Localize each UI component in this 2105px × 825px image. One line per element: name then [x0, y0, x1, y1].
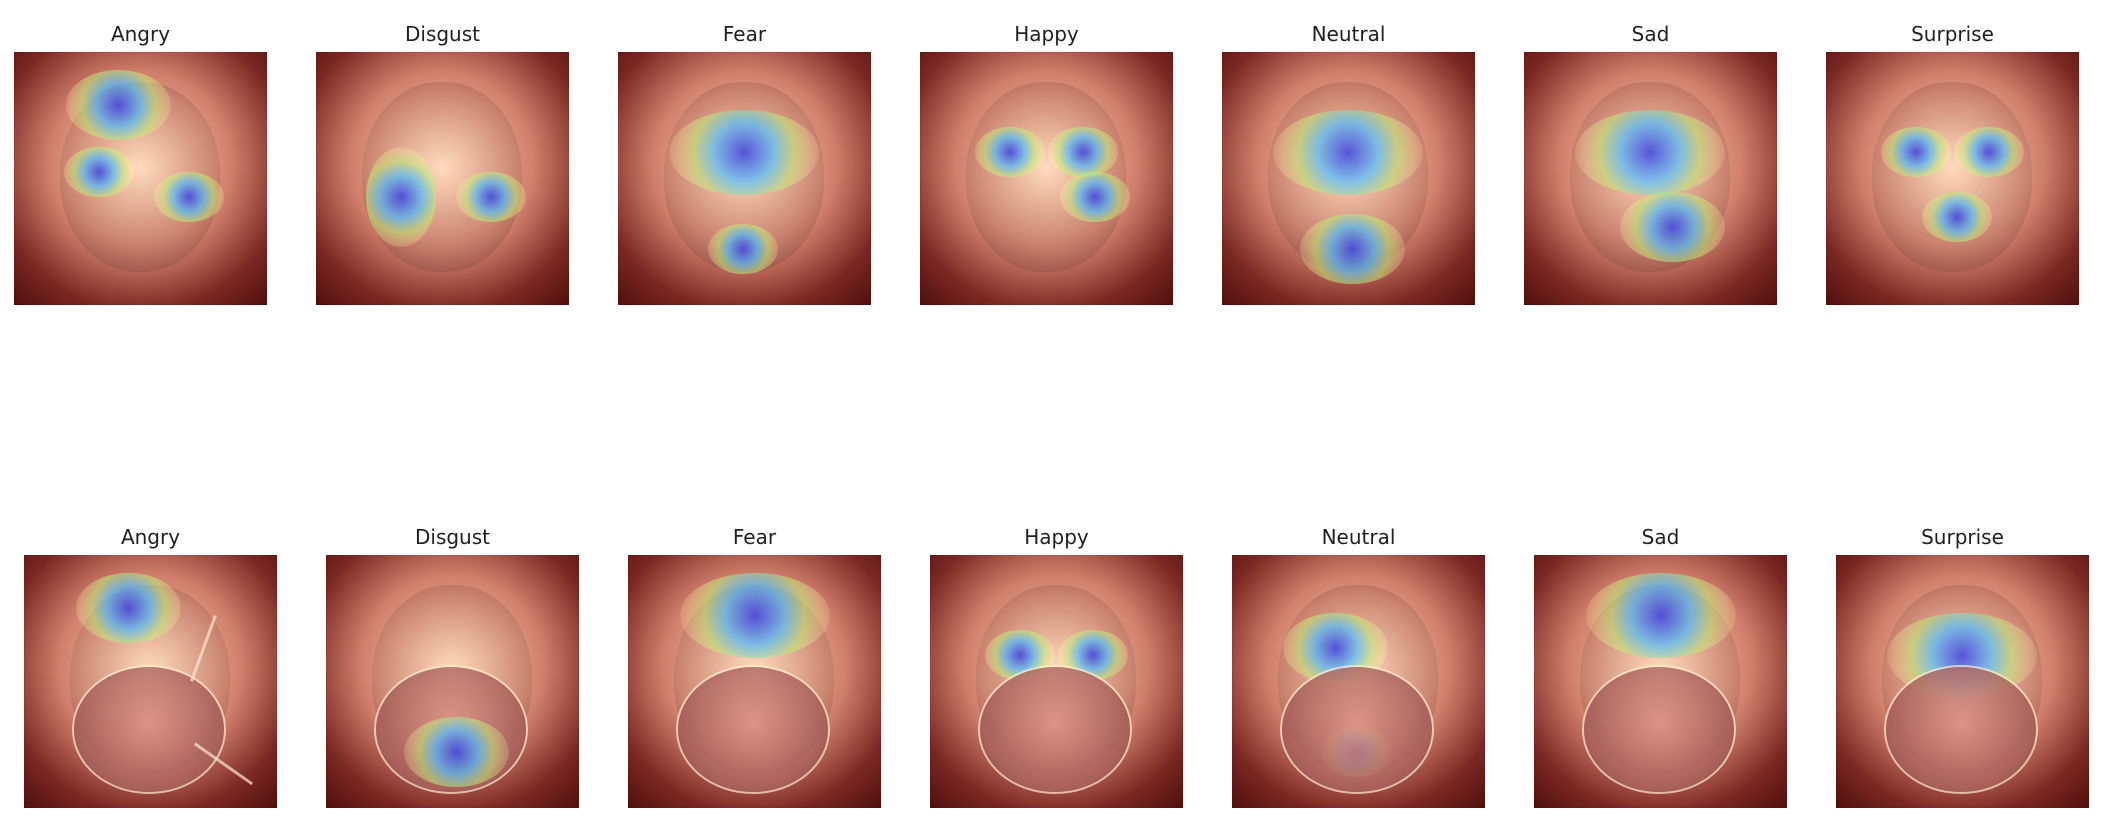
face-mask [74, 667, 224, 792]
heatmap-image [1524, 52, 1777, 305]
attention-hotspot [669, 110, 819, 195]
attention-hotspot [1954, 127, 2024, 177]
face-mask [1886, 667, 2036, 792]
panel-title: Happy [1014, 22, 1079, 46]
attention-hotspot [1575, 110, 1725, 195]
panel-title: Neutral [1321, 525, 1396, 549]
face-mask [1282, 667, 1432, 792]
panel-top-angry: Angry [14, 20, 267, 305]
attention-hotspot [154, 172, 224, 222]
panel-top-surprise: Surprise [1826, 20, 2079, 305]
face-mask [980, 667, 1130, 792]
heatmap-image [628, 555, 881, 808]
bottom-row: Angry Disgust Fear Happy [0, 523, 2105, 813]
attention-hotspot [1048, 127, 1118, 177]
heatmap-image [24, 555, 277, 808]
face-region [1872, 82, 2032, 272]
attention-hotspot [1586, 573, 1736, 658]
attention-hotspot [708, 224, 778, 274]
panel-title: Neutral [1311, 22, 1386, 46]
attention-hotspot [680, 573, 830, 658]
heatmap-image [930, 555, 1183, 808]
panel-bottom-sad: Sad [1534, 523, 1787, 808]
attention-hotspot [64, 147, 134, 197]
attention-hotspot [1922, 192, 1992, 242]
heatmap-image [316, 52, 569, 305]
panel-bottom-neutral: Neutral [1232, 523, 1485, 808]
heatmap-image [1222, 52, 1475, 305]
panel-title: Sad [1641, 525, 1680, 549]
heatmap-image [618, 52, 871, 305]
attention-hotspot [404, 717, 509, 787]
attention-hotspot [76, 573, 181, 643]
panel-title: Disgust [414, 525, 490, 549]
heatmap-image [1826, 52, 2079, 305]
panel-top-disgust: Disgust [316, 20, 569, 305]
panel-title: Fear [722, 22, 767, 46]
panel-bottom-angry: Angry [24, 523, 277, 808]
panel-bottom-surprise: Surprise [1836, 523, 2089, 808]
panel-title: Sad [1631, 22, 1670, 46]
attention-hotspot [1300, 214, 1405, 284]
panel-top-happy: Happy [920, 20, 1173, 305]
heatmap-image [920, 52, 1173, 305]
attention-hotspot [1881, 127, 1951, 177]
attention-hotspot [1273, 110, 1423, 195]
panel-bottom-fear: Fear [628, 523, 881, 808]
attention-hotspot [66, 70, 171, 140]
heatmap-image [1534, 555, 1787, 808]
panel-top-sad: Sad [1524, 20, 1777, 305]
panel-title: Angry [110, 22, 171, 46]
panel-title: Fear [732, 525, 777, 549]
panel-bottom-happy: Happy [930, 523, 1183, 808]
panel-top-fear: Fear [618, 20, 871, 305]
panel-title: Surprise [1921, 525, 2004, 549]
attention-hotspot [1620, 192, 1725, 262]
panel-title: Disgust [404, 22, 480, 46]
heatmap-image [1232, 555, 1485, 808]
panel-title: Angry [120, 525, 181, 549]
heatmap-image [1836, 555, 2089, 808]
face-mask [1584, 667, 1734, 792]
top-row: Angry Disgust Fear Happy [0, 20, 2105, 310]
panel-title: Surprise [1911, 22, 1994, 46]
panel-top-neutral: Neutral [1222, 20, 1475, 305]
panel-bottom-disgust: Disgust [326, 523, 579, 808]
panel-title: Happy [1024, 525, 1089, 549]
attention-hotspot [456, 172, 526, 222]
heatmap-image [14, 52, 267, 305]
attention-hotspot [366, 147, 436, 247]
attention-hotspot [1060, 172, 1130, 222]
heatmap-image [326, 555, 579, 808]
attention-hotspot [975, 127, 1045, 177]
face-mask [678, 667, 828, 792]
